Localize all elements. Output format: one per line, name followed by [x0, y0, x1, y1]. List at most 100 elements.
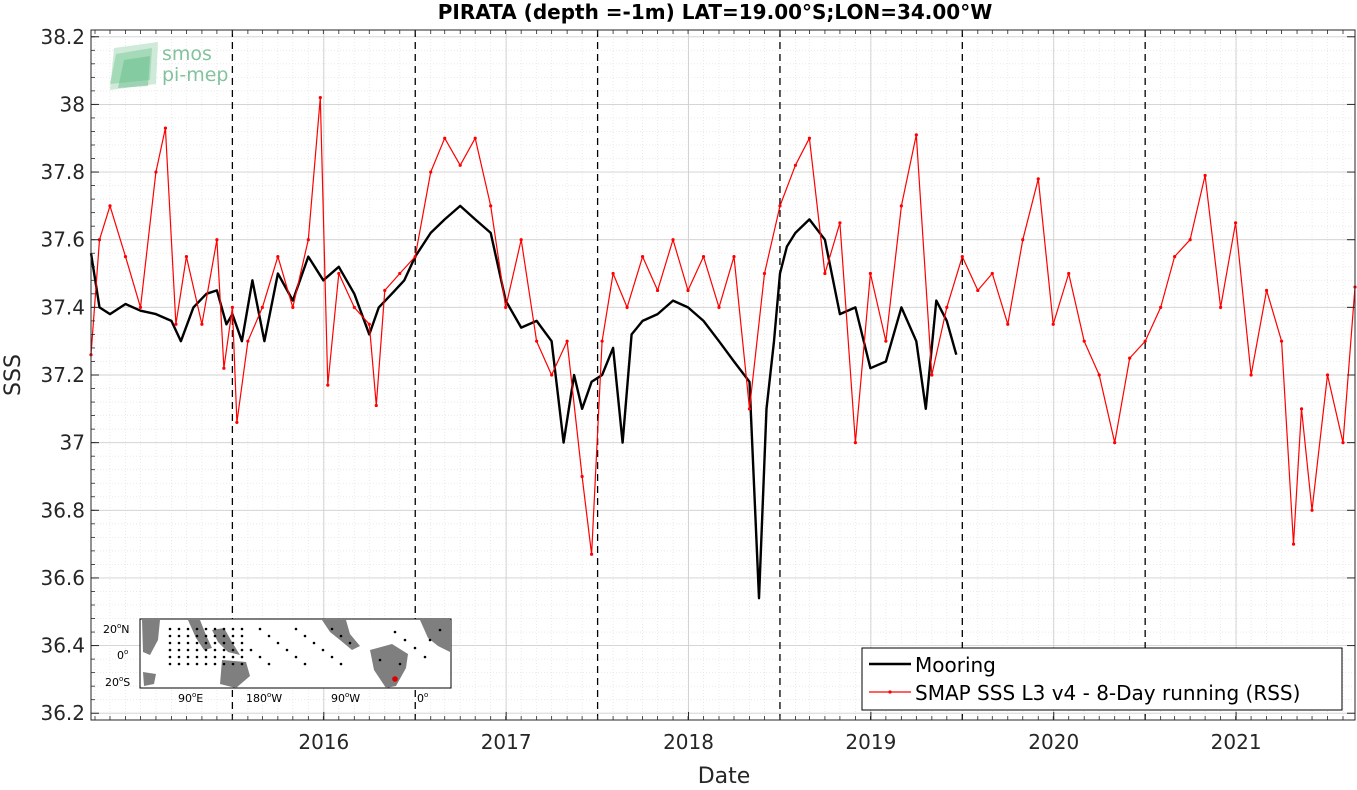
- inset-buoy-point: [195, 648, 199, 652]
- series-point-smap: [960, 255, 964, 259]
- inset-buoy-point: [413, 646, 417, 650]
- inset-buoy-point: [177, 634, 181, 638]
- series-point-smap: [337, 271, 341, 276]
- inset-buoy-point: [213, 641, 217, 645]
- series-point-smap: [717, 305, 721, 309]
- inset-buoy-point: [195, 627, 199, 631]
- series-point-smap: [276, 255, 280, 259]
- inset-lat-label-20s: 20oS: [105, 675, 130, 689]
- series-point-smap: [318, 96, 322, 100]
- y-tick-label: 37: [60, 431, 85, 455]
- series-point-smap: [823, 271, 827, 276]
- inset-buoy-point: [222, 648, 226, 652]
- chart-title: PIRATA (depth =-1m) LAT=19.00°S;LON=34.0…: [438, 0, 993, 24]
- series-point-smap: [1173, 255, 1177, 259]
- inset-buoy-point: [303, 634, 307, 638]
- series-point-smap: [914, 133, 918, 137]
- series-layer: [89, 96, 1357, 600]
- series-point-smap: [352, 305, 356, 309]
- inset-buoy-point: [267, 662, 271, 666]
- series-point-smap: [458, 163, 462, 167]
- inset-buoy-point: [222, 662, 226, 666]
- x-tick-label: 2017: [481, 730, 532, 754]
- x-tick-label: 2018: [663, 730, 714, 754]
- inset-buoy-point: [168, 648, 172, 652]
- year-dividers: [231, 30, 1146, 720]
- series-point-smap: [1310, 508, 1314, 512]
- inset-buoy-point: [204, 655, 208, 659]
- legend-label-mooring: Mooring: [915, 653, 996, 677]
- inset-buoy-point: [303, 662, 307, 666]
- inset-buoy-point: [213, 662, 217, 666]
- inset-buoy-point: [186, 662, 190, 666]
- inset-buoy-point: [177, 662, 181, 666]
- inset-map-labels: 20oN 0o 20oS 90oE 180oW 90oW 0o: [103, 622, 428, 705]
- series-point-smap: [1188, 238, 1192, 242]
- inset-buoy-point: [168, 641, 172, 645]
- inset-buoy-point: [240, 648, 244, 652]
- inset-buoy-point: [231, 627, 235, 631]
- inset-buoy-point: [249, 648, 253, 652]
- inset-buoy-point: [195, 655, 199, 659]
- ticks-layer: 36.2 36.4 36.6 36.8 37 37.2 37.4 37.6 37.8 38 38.2…: [40, 25, 1355, 754]
- series-point-smap: [590, 552, 594, 556]
- inset-buoy-point: [195, 634, 199, 638]
- inset-buoy-point: [428, 638, 432, 642]
- series-point-smap: [1021, 238, 1025, 242]
- series-point-smap: [215, 238, 219, 242]
- series-point-smap: [1006, 322, 1010, 326]
- inset-buoy-point: [204, 662, 208, 666]
- series-point-smap: [504, 305, 508, 309]
- series-point-smap: [686, 288, 690, 293]
- inset-buoy-point: [240, 662, 244, 666]
- series-point-smap: [123, 255, 128, 259]
- series-point-smap: [1299, 407, 1304, 411]
- inset-buoy-point: [423, 655, 427, 659]
- series-point-smap: [1291, 542, 1296, 546]
- series-point-smap: [807, 136, 812, 140]
- inset-buoy-point: [222, 627, 226, 631]
- inset-lon-label-0: 0o: [417, 691, 428, 705]
- series-point-smap: [519, 238, 523, 242]
- series-point-smap: [235, 420, 239, 424]
- legend-box: [861, 647, 1343, 711]
- inset-lon-label-90e: 90oE: [178, 691, 203, 705]
- x-tick-label: 2019: [845, 730, 896, 754]
- series-point-smap: [535, 339, 539, 343]
- inset-buoy-point: [330, 655, 334, 659]
- series-point-smap: [930, 373, 934, 377]
- inset-buoy-point: [195, 662, 199, 666]
- mooring-location-marker: [392, 676, 398, 682]
- series-point-smap: [1051, 322, 1055, 326]
- inset-buoy-point: [168, 655, 172, 659]
- inset-buoy-point: [240, 627, 244, 631]
- logo-text-bottom: pi-mep: [162, 64, 228, 86]
- series-point-smap: [1082, 339, 1086, 343]
- inset-buoy-point: [177, 648, 181, 652]
- series-point-smap: [1097, 373, 1101, 377]
- series-point-smap: [1036, 177, 1040, 181]
- series-point-smap: [611, 271, 615, 276]
- inset-buoy-point: [204, 648, 208, 652]
- inset-lat-label-20n: 20oN: [103, 622, 130, 636]
- series-point-smap: [230, 305, 234, 309]
- series-point-smap: [222, 366, 226, 370]
- logo-text-top: smos: [162, 43, 212, 65]
- series-point-smap: [413, 255, 417, 259]
- inset-buoy-point: [258, 655, 262, 659]
- series-line-smap: [90, 96, 1356, 555]
- series-point-smap: [793, 163, 798, 167]
- series-point-smap: [326, 383, 330, 387]
- series-point-smap: [600, 339, 604, 343]
- series-point-smap: [184, 255, 189, 259]
- inset-buoy-point: [186, 641, 190, 645]
- inset-buoy-point: [222, 655, 226, 659]
- series-point-smap: [1233, 221, 1238, 225]
- series-point-smap: [374, 403, 378, 408]
- series-point-smap: [1249, 373, 1253, 377]
- inset-buoy-point: [168, 662, 172, 666]
- inset-buoy-point: [438, 628, 442, 632]
- series-point-smap: [899, 204, 903, 208]
- inset-buoy-point: [312, 641, 316, 645]
- inset-buoy-point: [378, 658, 382, 662]
